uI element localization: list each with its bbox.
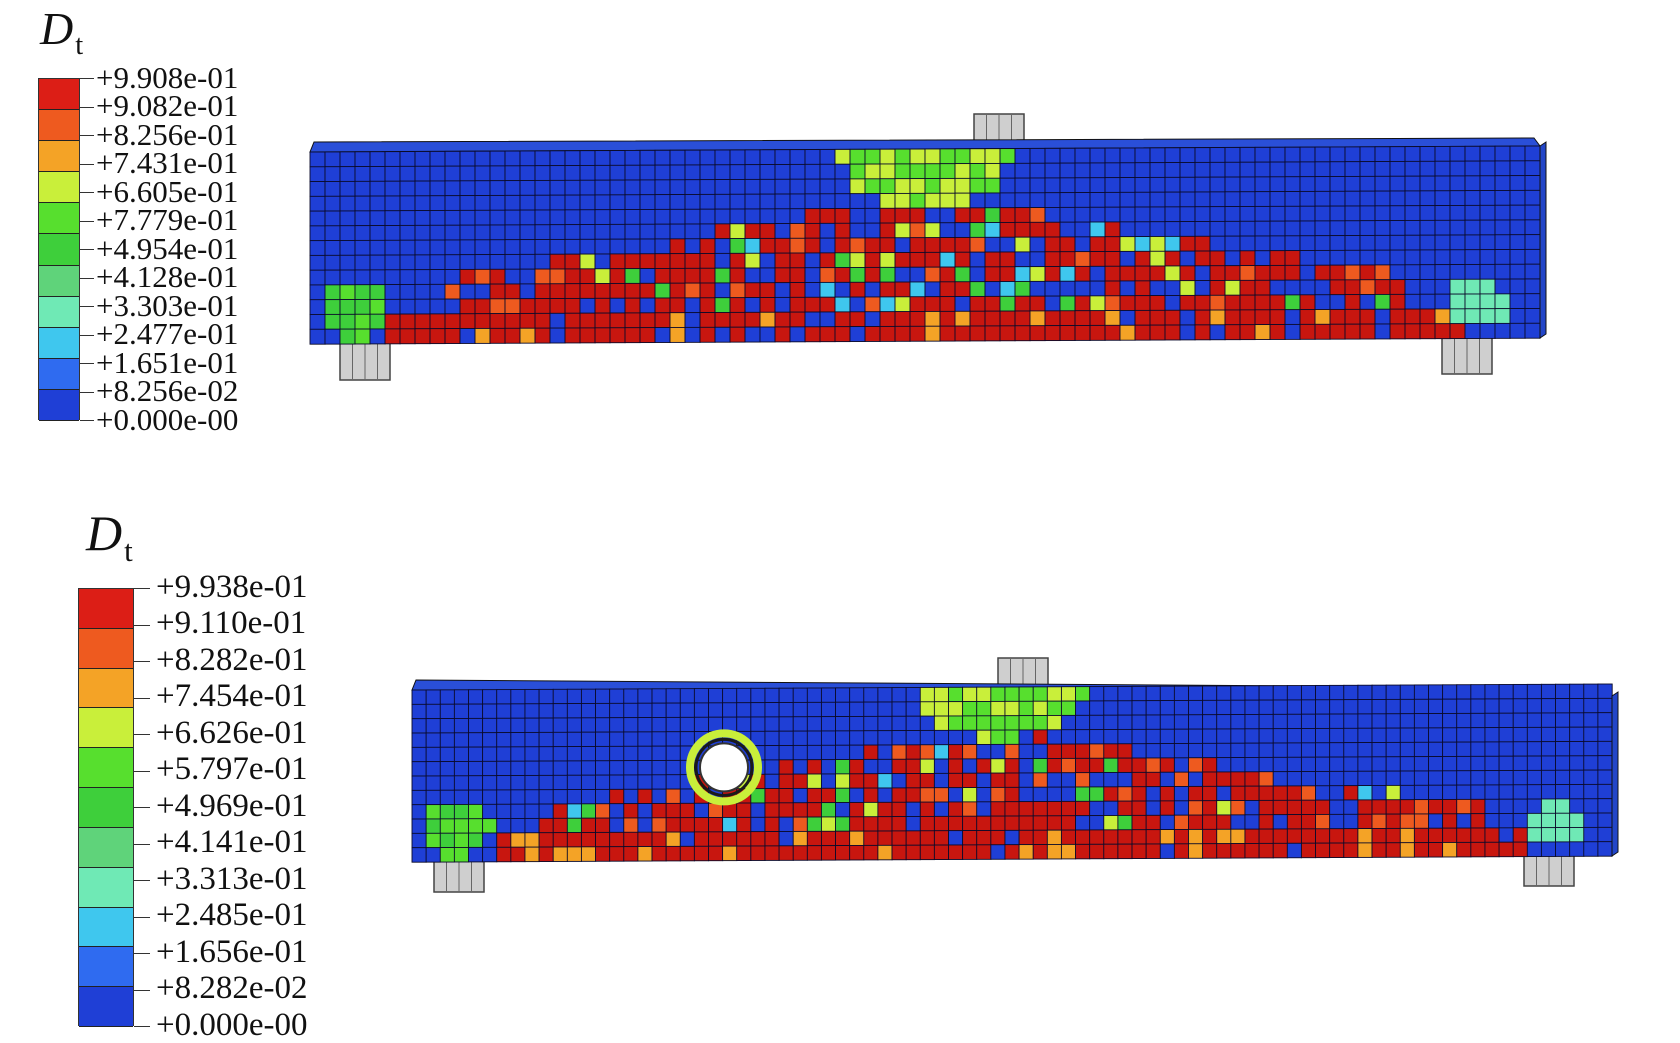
- legend-tick: [134, 843, 150, 845]
- legend-label: +3.303e-01: [96, 287, 239, 323]
- legend-tick: [80, 334, 94, 336]
- beam-end-face: [1611, 691, 1619, 857]
- legend-title-top: Dt: [40, 3, 84, 61]
- legend-label: +1.656e-01: [156, 933, 308, 970]
- legend-swatch: [39, 234, 79, 266]
- legend-tick: [80, 192, 94, 193]
- legend-label: +4.954e-01: [96, 230, 239, 266]
- legend-swatch: [39, 172, 79, 204]
- legend-tick: [134, 807, 150, 808]
- legend-label: +9.908e-01: [96, 59, 239, 95]
- legend-tick: [80, 277, 94, 279]
- legend-tick: [80, 106, 94, 108]
- legend-swatch: [79, 827, 133, 868]
- legend-swatch: [39, 265, 79, 297]
- legend-tick: [80, 420, 94, 421]
- legend-label: +8.256e-02: [96, 373, 239, 409]
- legend-label: +4.141e-01: [156, 824, 308, 861]
- legend-swatch: [79, 788, 133, 828]
- legend-tick: [134, 916, 150, 918]
- legend-swatch: [79, 628, 133, 669]
- legend-swatch: [39, 296, 79, 328]
- legend-label: +4.128e-01: [96, 259, 239, 295]
- legend-label: +0.000e-00: [96, 401, 239, 437]
- legend-swatch: [39, 203, 79, 235]
- damage-panel-top: Dt +9.908e-01 +9.082e-01 +8.256e-01 +7.431e…: [0, 0, 1680, 470]
- legend-tick: [80, 78, 94, 79]
- legend-label: +7.779e-01: [96, 202, 239, 238]
- legend-tick: [134, 697, 150, 699]
- legend-label: +7.454e-01: [156, 678, 308, 715]
- legend-tick: [80, 135, 94, 136]
- legend-label: +7.431e-01: [96, 145, 239, 181]
- legend-label: +6.626e-01: [156, 714, 308, 751]
- legend-swatch: [79, 668, 133, 709]
- legend-tick: [80, 363, 94, 364]
- legend-label: +8.256e-01: [96, 116, 239, 152]
- legend-swatch: [79, 947, 133, 988]
- legend-label: +9.082e-01: [96, 88, 239, 124]
- legend-label: +8.282e-01: [156, 641, 308, 678]
- legend-swatch: [39, 79, 79, 111]
- beam-contour-bottom: [411, 657, 1619, 893]
- legend-swatch: [79, 987, 133, 1027]
- legend-title-bottom: Dt: [86, 505, 133, 568]
- legend-label: +6.605e-01: [96, 173, 239, 209]
- legend-label: +9.110e-01: [156, 605, 307, 642]
- legend-tick: [134, 661, 150, 662]
- legend-tick: [134, 1026, 150, 1027]
- beam-contour-top: [309, 113, 1547, 381]
- legend-label: +0.000e-00: [156, 1006, 308, 1043]
- legend-swatch: [39, 110, 79, 142]
- legend-tick: [134, 734, 150, 735]
- legend-swatch: [39, 327, 79, 359]
- legend-tick: [134, 588, 150, 589]
- legend-label: +4.969e-01: [156, 787, 308, 824]
- beam-end-face: [1539, 141, 1547, 339]
- legend-label: +3.313e-01: [156, 860, 308, 897]
- legend-tick: [134, 624, 150, 626]
- legend-tick: [134, 953, 150, 954]
- legend-label: +1.651e-01: [96, 344, 239, 380]
- legend-swatch: [39, 358, 79, 390]
- legend-swatch: [79, 589, 133, 629]
- legend-label: +5.797e-01: [156, 751, 308, 788]
- beam-mesh: [411, 683, 1613, 863]
- legend-tick: [134, 770, 150, 772]
- legend-swatch: [79, 748, 133, 789]
- beam-mesh: [309, 145, 1541, 345]
- hole-ring: [686, 729, 762, 806]
- legend-label: +2.485e-01: [156, 897, 308, 934]
- damage-panel-bottom: Dt +9.938e-01 +9.110e-01 +8.282e-01 +7.454e…: [0, 500, 1680, 1041]
- legend-colorbar-bottom: [78, 588, 134, 1027]
- legend-tick: [134, 989, 150, 991]
- legend-tick: [134, 880, 150, 881]
- legend-label: +2.477e-01: [96, 316, 239, 352]
- legend-label: +9.938e-01: [156, 568, 308, 605]
- legend-tick: [80, 220, 94, 222]
- legend-swatch: [79, 708, 133, 749]
- legend-tick: [80, 249, 94, 250]
- legend-colorbar-top: [38, 78, 80, 421]
- legend-tick: [80, 306, 94, 307]
- legend-tick: [80, 391, 94, 393]
- legend-swatch: [39, 389, 79, 421]
- legend-swatch: [79, 867, 133, 908]
- legend-label: +8.282e-02: [156, 970, 308, 1007]
- legend-swatch: [39, 141, 79, 173]
- legend-tick: [80, 163, 94, 165]
- legend-swatch: [79, 907, 133, 948]
- web-opening: [699, 742, 749, 793]
